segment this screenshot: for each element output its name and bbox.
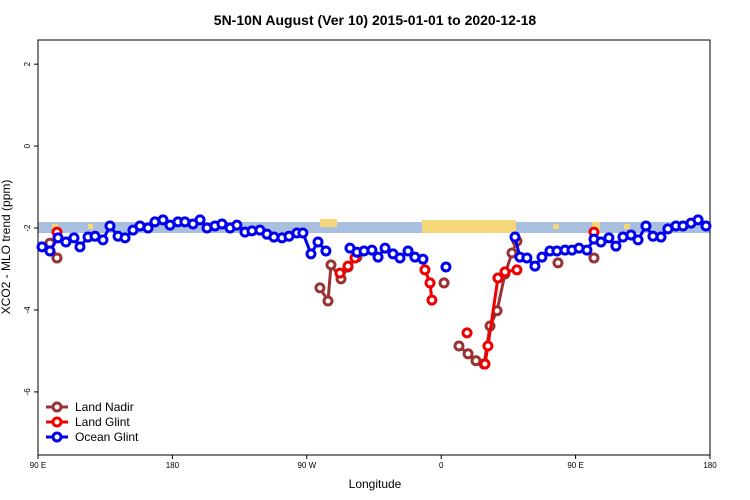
series-point <box>438 277 450 289</box>
series-point <box>194 214 206 226</box>
series-point <box>68 232 80 244</box>
series-point <box>305 248 317 260</box>
series-point <box>334 267 346 279</box>
series-point <box>625 229 637 241</box>
series-point <box>640 220 652 232</box>
land <box>320 219 337 227</box>
series-point <box>536 251 548 263</box>
series-point <box>595 236 607 248</box>
series-point <box>417 253 429 265</box>
series-point <box>231 219 243 231</box>
series-line <box>50 241 594 364</box>
legend-label: Ocean Glint <box>75 430 139 444</box>
series-point <box>157 214 169 226</box>
legend-label: Land Glint <box>75 415 130 429</box>
series-point <box>462 348 474 360</box>
series-point <box>312 236 324 248</box>
series-point <box>700 220 712 232</box>
series-point <box>610 240 622 252</box>
y-tick-label: -4 <box>23 306 32 314</box>
series-point <box>479 358 491 370</box>
legend-label: Land Nadir <box>75 400 134 414</box>
series-point <box>320 245 332 257</box>
x-tick-label: 90 E <box>567 461 583 470</box>
x-axis-label: Longitude <box>349 477 402 491</box>
series-point <box>655 231 667 243</box>
x-tick-label: 90 W <box>297 461 316 470</box>
series-point <box>529 260 541 272</box>
series-point <box>342 260 354 272</box>
x-tick-label: 0 <box>439 461 444 470</box>
series-point <box>419 264 431 276</box>
series-point <box>588 252 600 264</box>
land <box>52 224 58 230</box>
series-point <box>632 234 644 246</box>
series-point <box>51 252 63 264</box>
legend-marker <box>51 401 63 413</box>
series-point <box>424 277 436 289</box>
series-point <box>74 241 86 253</box>
ocean-band <box>38 222 710 233</box>
x-tick-label: 90 E <box>30 461 46 470</box>
land <box>422 220 516 233</box>
land <box>592 222 600 231</box>
series-point <box>426 294 438 306</box>
series-point <box>372 251 384 263</box>
series-point <box>453 340 465 352</box>
series-point <box>60 236 72 248</box>
series-point <box>216 218 228 230</box>
series-point <box>552 257 564 269</box>
series-point <box>36 241 48 253</box>
series-point <box>461 327 473 339</box>
series-point <box>506 247 518 259</box>
series-point <box>521 252 533 264</box>
land <box>624 224 630 229</box>
series-point <box>581 244 593 256</box>
series-point <box>482 340 494 352</box>
series-point <box>492 272 504 284</box>
chart-title: 5N-10N August (Ver 10) 2015-01-01 to 202… <box>214 12 537 28</box>
x-tick-label: 180 <box>166 461 180 470</box>
series-point <box>52 232 64 244</box>
series-point <box>97 234 109 246</box>
series-point <box>491 305 503 317</box>
y-tick-label: 2 <box>23 61 32 66</box>
series-point <box>692 214 704 226</box>
series-point <box>440 261 452 273</box>
series-point <box>325 259 337 271</box>
series-point <box>44 245 56 257</box>
series-point <box>104 220 116 232</box>
series-point <box>314 282 326 294</box>
legend-marker <box>51 416 63 428</box>
series-point <box>509 231 521 243</box>
y-axis-label: XCO2 - MLO trend (ppm) <box>0 180 13 315</box>
land <box>553 224 559 229</box>
map-strip <box>38 219 710 233</box>
y-tick-label: 0 <box>23 143 32 148</box>
land <box>88 224 93 229</box>
series-point <box>402 245 414 257</box>
legend-marker <box>51 431 63 443</box>
y-tick-label: -2 <box>23 224 32 232</box>
series-point <box>366 244 378 256</box>
series-point <box>499 266 511 278</box>
series-point <box>379 242 391 254</box>
series-point <box>603 232 615 244</box>
series-point <box>322 295 334 307</box>
series-point <box>297 227 309 239</box>
series-point <box>142 222 154 234</box>
series-point <box>394 252 406 264</box>
series-point <box>511 264 523 276</box>
y-tick-label: -6 <box>23 388 32 396</box>
x-tick-label: 180 <box>703 461 717 470</box>
series-point <box>119 232 131 244</box>
